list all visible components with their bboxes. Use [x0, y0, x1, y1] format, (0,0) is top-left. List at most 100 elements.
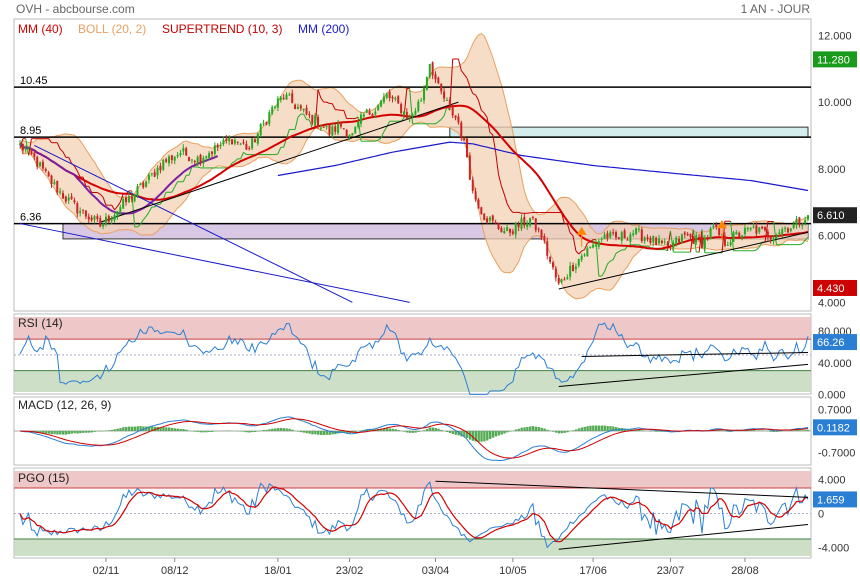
candle-body — [385, 93, 388, 98]
candle-body — [557, 277, 560, 284]
candle-body — [150, 173, 153, 175]
candle-body — [580, 256, 583, 260]
candle-body — [322, 126, 325, 128]
candle-body — [199, 154, 202, 163]
candle-body — [729, 242, 732, 246]
candle-body — [551, 262, 554, 268]
candle-body — [334, 126, 337, 132]
supertrend-segment — [162, 192, 167, 200]
macd-histogram-bar — [299, 431, 303, 433]
candle-body — [428, 64, 431, 78]
supertrend-segment — [48, 138, 52, 143]
candle-body — [394, 98, 397, 100]
supertrend-segment — [575, 250, 580, 255]
macd-histogram-bar — [434, 428, 437, 431]
macd-histogram-bar — [425, 428, 429, 431]
price-panel — [13, 18, 812, 312]
macd-histogram-bar — [308, 431, 311, 434]
macd-histogram-bar — [577, 428, 581, 431]
candle-body — [486, 218, 489, 223]
candle-body — [84, 210, 87, 217]
supertrend-segment — [475, 94, 479, 101]
candle-body — [423, 87, 426, 101]
candle-body — [299, 105, 302, 109]
macd-histogram-bar — [795, 429, 798, 431]
macd-histogram-bar — [414, 431, 417, 433]
macd-histogram-bar — [202, 431, 205, 433]
candle-body — [454, 115, 457, 118]
candle-body — [569, 265, 572, 277]
macd-histogram-bar — [133, 426, 137, 431]
candle-body — [233, 139, 236, 144]
candle-body — [153, 172, 156, 177]
candle-body — [700, 237, 703, 248]
macd-histogram-bar — [314, 431, 317, 435]
candle-body — [534, 218, 537, 231]
macd-histogram-bar — [331, 431, 334, 435]
macd-histogram-bar — [798, 430, 801, 431]
candle-body — [517, 224, 520, 228]
supertrend-segment — [117, 201, 121, 207]
candle-body — [789, 228, 792, 231]
macd-histogram-bar — [394, 429, 397, 431]
candle-body — [351, 133, 354, 136]
macd-histogram-bar — [531, 426, 535, 431]
candle-body — [680, 234, 683, 243]
candle-body — [305, 107, 308, 115]
macd-histogram-bar — [311, 431, 314, 435]
pgo-tick-label: -4.000 — [818, 543, 849, 555]
supertrend-segment — [240, 152, 244, 159]
macd-histogram-bar — [480, 431, 483, 442]
macd-histogram-bar — [116, 428, 119, 431]
candle-body — [623, 230, 626, 239]
macd-histogram-bar — [615, 427, 618, 431]
pgo-tick-label: 4.000 — [818, 475, 846, 487]
arrow-head — [576, 226, 587, 235]
price-tick-label: 4.000 — [818, 297, 846, 309]
macd-histogram-bar — [130, 426, 134, 431]
candle-body — [311, 115, 314, 124]
candle-body — [672, 242, 675, 248]
candle-body — [781, 229, 784, 234]
candle-body — [265, 122, 268, 125]
candle-body — [689, 233, 692, 238]
candle-body — [119, 207, 122, 214]
trend-line — [19, 223, 410, 303]
macd-histogram-bar — [305, 431, 308, 434]
supertrend-segment — [486, 117, 491, 133]
candle-body — [61, 193, 64, 199]
macd-histogram-bar — [431, 427, 435, 431]
macd-histogram-bar — [486, 431, 489, 441]
candle-body — [758, 227, 761, 233]
supertrend-segment — [277, 147, 282, 155]
macd-histogram-bar — [474, 431, 478, 442]
macd-histogram-bar — [39, 431, 42, 433]
supertrend-segment — [377, 137, 382, 141]
macd-histogram-bar — [41, 431, 45, 434]
supertrend-segment — [692, 229, 697, 253]
macd-histogram-bar — [176, 428, 179, 431]
candle-body — [583, 254, 586, 256]
macd-histogram-bar — [388, 428, 392, 431]
macd-histogram-bar — [508, 431, 512, 432]
macd-histogram-bar — [514, 429, 518, 431]
macd-histogram-bar — [282, 428, 286, 431]
macd-histogram-bar — [597, 425, 601, 431]
trend-line — [558, 231, 809, 290]
macd-histogram-bar — [153, 426, 157, 431]
candle-body — [219, 145, 222, 147]
candle-body — [173, 156, 176, 161]
supertrend-segment — [503, 194, 508, 204]
candle-body — [468, 155, 471, 180]
candle-body — [620, 232, 623, 241]
supertrend-segment — [139, 219, 144, 225]
x-tick-label: 23/02 — [336, 565, 364, 577]
supertrend-segment — [99, 193, 104, 198]
macd-histogram-bar — [208, 431, 211, 433]
supertrend-segment — [174, 181, 179, 188]
rsi-trend-line — [558, 363, 809, 387]
price-badge — [813, 51, 857, 68]
candle-body — [325, 126, 328, 128]
macd-histogram-bar — [127, 426, 131, 431]
candle-body — [391, 96, 394, 99]
